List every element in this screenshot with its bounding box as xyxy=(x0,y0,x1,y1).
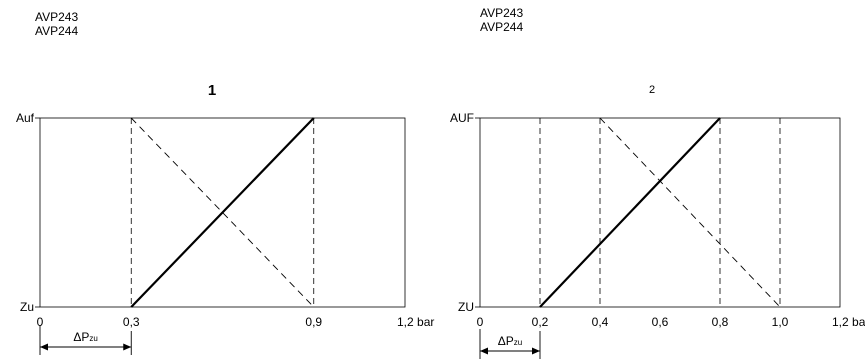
x-tick-label: 0,6 xyxy=(652,315,669,329)
plot-frame xyxy=(479,117,841,308)
x-tick-label: 0,2 xyxy=(532,315,549,329)
delta-p-symbol: ΔP xyxy=(73,330,89,344)
series-line-dashed xyxy=(599,117,781,308)
x-tick-label: 0,9 xyxy=(305,315,322,329)
x-tick-label: 0,3 xyxy=(123,315,140,329)
x-tick-label: 1,0 xyxy=(772,315,789,329)
x-tick-label: 0,8 xyxy=(712,315,729,329)
arrowhead xyxy=(123,343,132,351)
x-tick-label: 1,2 bar xyxy=(832,315,865,329)
series-line-solid xyxy=(539,117,721,308)
x-tick-label: 1,2 bar xyxy=(397,315,434,329)
model-label: AVP244 xyxy=(480,20,524,34)
model-label: AVP244 xyxy=(35,24,79,38)
y-tick-label: Auf xyxy=(16,111,35,125)
delta-p-label: ΔPzu xyxy=(73,330,97,344)
model-label: AVP243 xyxy=(480,6,524,20)
arrowhead xyxy=(532,347,540,355)
y-tick-label: Zu xyxy=(20,300,34,314)
arrowhead xyxy=(480,347,488,355)
delta-p-label: ΔPzu xyxy=(498,334,522,348)
x-tick-label: 0 xyxy=(37,315,44,329)
chart-panel-1: 1 Zu Auf 0 0,3 0,9 1,2 bar ΔPzu xyxy=(16,82,434,355)
x-tick-label: 0,4 xyxy=(592,315,609,329)
series-line-solid xyxy=(130,117,315,308)
model-list-right: AVP243 AVP244 xyxy=(480,6,523,34)
delta-p-subscript: zu xyxy=(89,334,97,343)
delta-p-symbol: ΔP xyxy=(498,334,514,348)
series-line-dashed xyxy=(130,117,315,308)
delta-p-subscript: zu xyxy=(514,338,522,347)
chart-title: 1 xyxy=(208,82,216,99)
model-label: AVP243 xyxy=(35,10,79,24)
chart-panel-2: 2 ZU AUF 0 0,2 0,4 0,6 0,8 1,0 1,2 bar ΔPzu xyxy=(450,84,865,359)
model-list-left: AVP243 AVP244 xyxy=(35,10,78,38)
plot-frame xyxy=(39,117,406,308)
y-tick-label: ZU xyxy=(458,300,474,314)
y-tick-label: AUF xyxy=(450,111,474,125)
x-tick-label: 0 xyxy=(477,315,484,329)
chart-title: 2 xyxy=(649,84,655,96)
arrowhead xyxy=(40,343,48,351)
